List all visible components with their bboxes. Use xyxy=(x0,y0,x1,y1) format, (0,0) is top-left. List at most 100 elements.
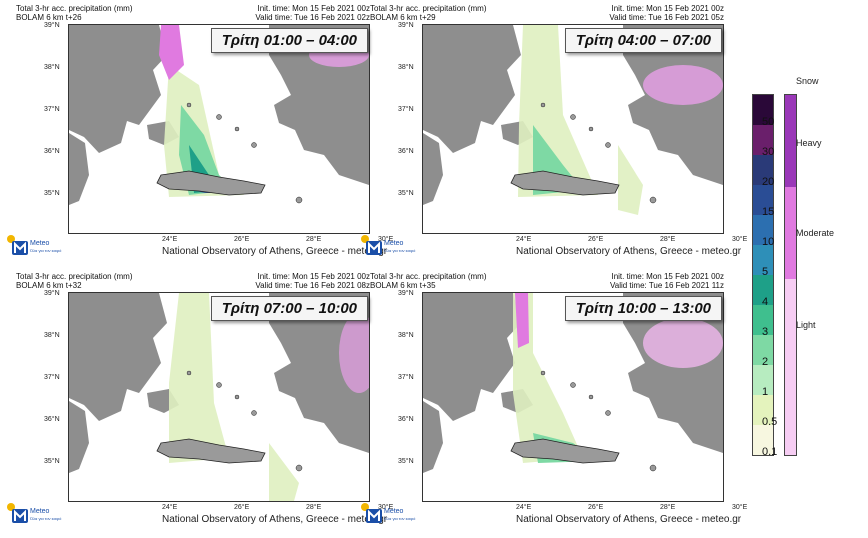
meteo-logo: Meteo Όλα για τον καιρό xyxy=(6,234,66,260)
logo-name: Meteo xyxy=(384,240,404,247)
colorbar-label: 5 xyxy=(762,266,769,278)
colorbar-label: 30 xyxy=(762,146,775,158)
colorbar-segment xyxy=(753,125,773,155)
lon-label: 26°E xyxy=(588,236,604,243)
valid-time: Valid time: Tue 16 Feb 2021 05z xyxy=(609,13,724,22)
snow-title: Snow xyxy=(796,76,819,86)
meteo-logo: Meteo Όλα για τον καιρό xyxy=(6,502,66,528)
lat-label: 39°N xyxy=(398,290,414,297)
panel-model: BOLAM 6 km t+32 xyxy=(16,281,82,290)
colorbar-label: 2 xyxy=(762,356,769,368)
time-label: Τρίτη 04:00 – 07:00 xyxy=(564,28,722,53)
lat-label: 38°N xyxy=(398,64,414,71)
panel-title: Total 3-hr acc. precipitation (mm) xyxy=(16,4,133,13)
panel-header: Total 3-hr acc. precipitation (mm) BOLAM … xyxy=(0,268,380,290)
lon-label: 30°E xyxy=(378,504,394,511)
lat-label: 38°N xyxy=(398,332,414,339)
panel-model: BOLAM 6 km t+26 xyxy=(16,13,82,22)
init-time: Init. time: Mon 15 Feb 2021 00z xyxy=(611,4,724,13)
colorbar-segment xyxy=(753,365,773,395)
lon-label: 26°E xyxy=(234,504,250,511)
snow-label: Heavy xyxy=(796,138,822,148)
colorbar-segment xyxy=(753,95,773,125)
time-label: Τρίτη 10:00 – 13:00 xyxy=(564,296,722,321)
init-time: Init. time: Mon 15 Feb 2021 00z xyxy=(257,272,370,281)
colorbar-label: 50 xyxy=(762,116,775,128)
lon-label: 30°E xyxy=(732,504,748,511)
logo-tagline: Όλα για τον καιρό xyxy=(30,516,62,521)
colorbar-label: 0.5 xyxy=(762,416,778,428)
colorbar-label: 10 xyxy=(762,236,775,248)
snow-segment xyxy=(785,95,796,187)
snow-label: Light xyxy=(796,320,816,330)
panel-title: Total 3-hr acc. precipitation (mm) xyxy=(370,4,487,13)
lon-label: 28°E xyxy=(660,236,676,243)
init-time: Init. time: Mon 15 Feb 2021 00z xyxy=(257,4,370,13)
panel-header: Total 3-hr acc. precipitation (mm) BOLAM … xyxy=(0,0,380,22)
lat-label: 37°N xyxy=(44,374,60,381)
precipitation-map xyxy=(68,292,370,502)
lon-label: 28°E xyxy=(306,236,322,243)
precip-colorbar xyxy=(752,94,774,456)
colorbar-segment xyxy=(753,425,773,455)
logo-tagline: Όλα για τον καιρό xyxy=(384,516,416,521)
colorbar-segment xyxy=(753,185,773,215)
lon-label: 24°E xyxy=(162,236,178,243)
logo-tagline: Όλα για τον καιρό xyxy=(30,248,62,253)
forecast-panel: Total 3-hr acc. precipitation (mm) BOLAM … xyxy=(0,268,393,530)
precipitation-map xyxy=(68,24,370,234)
colorbar-segment xyxy=(753,335,773,365)
lat-label: 35°N xyxy=(398,458,414,465)
credit-text: National Observatory of Athens, Greece -… xyxy=(162,246,388,257)
time-label: Τρίτη 07:00 – 10:00 xyxy=(210,296,368,321)
lon-label: 24°E xyxy=(162,504,178,511)
credit-text: National Observatory of Athens, Greece -… xyxy=(516,514,742,525)
panel-title: Total 3-hr acc. precipitation (mm) xyxy=(16,272,133,281)
lat-label: 39°N xyxy=(398,22,414,29)
colorbar-label: 20 xyxy=(762,176,775,188)
colorbar-segment xyxy=(753,155,773,185)
panel-title: Total 3-hr acc. precipitation (mm) xyxy=(370,272,487,281)
logo-name: Meteo xyxy=(30,508,50,515)
time-label: Τρίτη 01:00 – 04:00 xyxy=(210,28,368,53)
lat-label: 35°N xyxy=(44,458,60,465)
valid-time: Valid time: Tue 16 Feb 2021 02z xyxy=(255,13,370,22)
lat-label: 36°N xyxy=(398,416,414,423)
forecast-panel: Total 3-hr acc. precipitation (mm) BOLAM … xyxy=(354,0,747,262)
lon-label: 24°E xyxy=(516,236,532,243)
forecast-panel: Total 3-hr acc. precipitation (mm) BOLAM … xyxy=(354,268,747,530)
colorbar-segment xyxy=(753,275,773,305)
meteo-logo: Meteo Όλα για τον καιρό xyxy=(360,502,420,528)
lat-label: 39°N xyxy=(44,22,60,29)
colorbar-segment xyxy=(753,215,773,245)
colorbar-segment xyxy=(753,245,773,275)
precipitation-map xyxy=(422,292,724,502)
snow-segment xyxy=(785,279,796,455)
panel-model: BOLAM 6 km t+35 xyxy=(370,281,436,290)
colorbar-label: 0.1 xyxy=(762,446,778,458)
lon-label: 24°E xyxy=(516,504,532,511)
lat-label: 37°N xyxy=(398,106,414,113)
lon-label: 28°E xyxy=(306,504,322,511)
lat-label: 35°N xyxy=(398,190,414,197)
logo-name: Meteo xyxy=(384,508,404,515)
panel-model: BOLAM 6 km t+29 xyxy=(370,13,436,22)
colorbar-segment xyxy=(753,395,773,425)
panel-header: Total 3-hr acc. precipitation (mm) BOLAM … xyxy=(354,0,734,22)
panel-header: Total 3-hr acc. precipitation (mm) BOLAM … xyxy=(354,268,734,290)
valid-time: Valid time: Tue 16 Feb 2021 11z xyxy=(610,281,724,290)
valid-time: Valid time: Tue 16 Feb 2021 08z xyxy=(255,281,370,290)
lat-label: 38°N xyxy=(44,332,60,339)
lat-label: 36°N xyxy=(398,148,414,155)
lat-label: 35°N xyxy=(44,190,60,197)
lat-label: 37°N xyxy=(44,106,60,113)
lat-label: 38°N xyxy=(44,64,60,71)
lon-label: 26°E xyxy=(234,236,250,243)
snow-segment xyxy=(785,187,796,279)
lon-label: 30°E xyxy=(732,236,748,243)
colorbar-label: 4 xyxy=(762,296,769,308)
lat-label: 36°N xyxy=(44,148,60,155)
credit-text: National Observatory of Athens, Greece -… xyxy=(162,514,388,525)
lon-label: 28°E xyxy=(660,504,676,511)
lon-label: 30°E xyxy=(378,236,394,243)
